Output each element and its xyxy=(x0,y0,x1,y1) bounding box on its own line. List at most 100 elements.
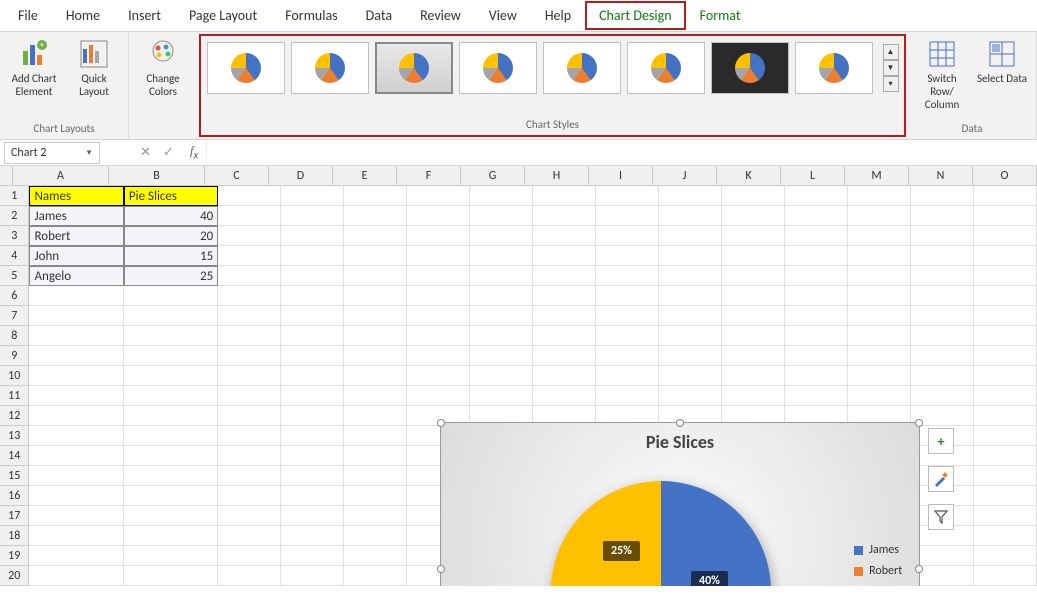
row-header[interactable]: 13 xyxy=(0,426,29,446)
cell[interactable]: Angelo xyxy=(29,266,123,286)
cell[interactable] xyxy=(533,326,596,346)
cell[interactable] xyxy=(785,326,848,346)
cell[interactable] xyxy=(533,206,596,226)
quick-layout-button[interactable]: Quick Layout xyxy=(66,36,122,100)
row-header[interactable]: 2 xyxy=(0,206,29,226)
resize-handle[interactable] xyxy=(676,419,684,427)
cell[interactable] xyxy=(974,526,1037,546)
column-header[interactable]: C xyxy=(205,166,269,186)
cell[interactable] xyxy=(596,306,659,326)
cell[interactable] xyxy=(218,226,281,246)
cell[interactable] xyxy=(124,446,218,466)
chart-style-option[interactable] xyxy=(627,42,705,94)
cell[interactable] xyxy=(29,306,123,326)
tab-page-layout[interactable]: Page Layout xyxy=(175,1,271,30)
cell[interactable] xyxy=(344,326,407,346)
resize-handle[interactable] xyxy=(437,565,445,573)
cell[interactable] xyxy=(911,206,974,226)
column-header[interactable]: N xyxy=(909,166,973,186)
cell[interactable] xyxy=(407,386,470,406)
cell[interactable] xyxy=(124,326,218,346)
cell[interactable] xyxy=(722,326,785,346)
cell[interactable] xyxy=(29,346,123,366)
cell[interactable] xyxy=(470,306,533,326)
cell[interactable] xyxy=(124,486,218,506)
cell[interactable] xyxy=(344,446,407,466)
cell[interactable] xyxy=(974,566,1037,586)
cell[interactable] xyxy=(407,306,470,326)
cell[interactable] xyxy=(281,446,344,466)
cell[interactable] xyxy=(407,286,470,306)
cell[interactable] xyxy=(848,286,911,306)
cell[interactable] xyxy=(344,406,407,426)
cell[interactable]: Names xyxy=(29,186,123,206)
row-header[interactable]: 6 xyxy=(0,286,29,306)
chart-style-option[interactable] xyxy=(711,42,789,94)
cell[interactable] xyxy=(848,346,911,366)
resize-handle[interactable] xyxy=(915,419,923,427)
cell[interactable] xyxy=(218,406,281,426)
cell[interactable] xyxy=(659,246,722,266)
cell[interactable] xyxy=(218,286,281,306)
cell[interactable] xyxy=(848,266,911,286)
tab-chart-design[interactable]: Chart Design xyxy=(585,1,685,30)
cell[interactable] xyxy=(124,386,218,406)
cell[interactable] xyxy=(470,266,533,286)
tab-format[interactable]: Format xyxy=(686,1,755,30)
cell[interactable]: Robert xyxy=(29,226,123,246)
cell[interactable] xyxy=(974,186,1037,206)
gallery-scroll-button[interactable]: ▾ xyxy=(883,76,899,92)
chart-title[interactable]: Pie Slices xyxy=(441,423,919,457)
cell[interactable] xyxy=(407,346,470,366)
change-colors-button[interactable]: Change Colors xyxy=(135,36,191,100)
cell[interactable] xyxy=(470,206,533,226)
cell[interactable] xyxy=(659,306,722,326)
cell[interactable] xyxy=(29,506,123,526)
cell[interactable] xyxy=(124,366,218,386)
cell[interactable] xyxy=(281,346,344,366)
gallery-scroll-button[interactable]: ▲ xyxy=(883,44,899,60)
cell[interactable] xyxy=(974,266,1037,286)
row-header[interactable]: 20 xyxy=(0,566,29,586)
cell[interactable] xyxy=(659,266,722,286)
cell[interactable] xyxy=(29,286,123,306)
formula-input[interactable] xyxy=(206,140,1037,165)
cell[interactable]: 15 xyxy=(124,246,218,266)
cell[interactable] xyxy=(848,326,911,346)
tab-data[interactable]: Data xyxy=(352,1,406,30)
cell[interactable] xyxy=(533,186,596,206)
cell[interactable] xyxy=(596,346,659,366)
row-header[interactable]: 15 xyxy=(0,466,29,486)
cell[interactable] xyxy=(407,206,470,226)
cell[interactable] xyxy=(974,346,1037,366)
cell[interactable] xyxy=(218,546,281,566)
row-header[interactable]: 8 xyxy=(0,326,29,346)
cell[interactable] xyxy=(29,526,123,546)
cell[interactable] xyxy=(848,186,911,206)
cell[interactable] xyxy=(218,326,281,346)
cell[interactable] xyxy=(29,386,123,406)
cell[interactable] xyxy=(124,346,218,366)
cell[interactable] xyxy=(218,526,281,546)
tab-help[interactable]: Help xyxy=(531,1,585,30)
column-header[interactable]: I xyxy=(589,166,653,186)
cell[interactable] xyxy=(911,326,974,346)
cell[interactable] xyxy=(596,206,659,226)
cell[interactable]: 40 xyxy=(124,206,218,226)
cell[interactable] xyxy=(596,246,659,266)
cell[interactable] xyxy=(407,186,470,206)
add-chart-element-button[interactable]: + Add Chart Element xyxy=(6,36,62,100)
cell[interactable] xyxy=(29,406,123,426)
cell[interactable] xyxy=(659,346,722,366)
cell[interactable] xyxy=(344,226,407,246)
cell[interactable] xyxy=(848,206,911,226)
cell[interactable] xyxy=(124,466,218,486)
cell[interactable] xyxy=(407,246,470,266)
chart-style-option[interactable] xyxy=(291,42,369,94)
column-header[interactable]: A xyxy=(13,166,109,186)
column-header[interactable]: M xyxy=(845,166,909,186)
tab-file[interactable]: File xyxy=(4,1,52,30)
cell[interactable] xyxy=(974,466,1037,486)
row-header[interactable]: 19 xyxy=(0,546,29,566)
cell[interactable]: 20 xyxy=(124,226,218,246)
